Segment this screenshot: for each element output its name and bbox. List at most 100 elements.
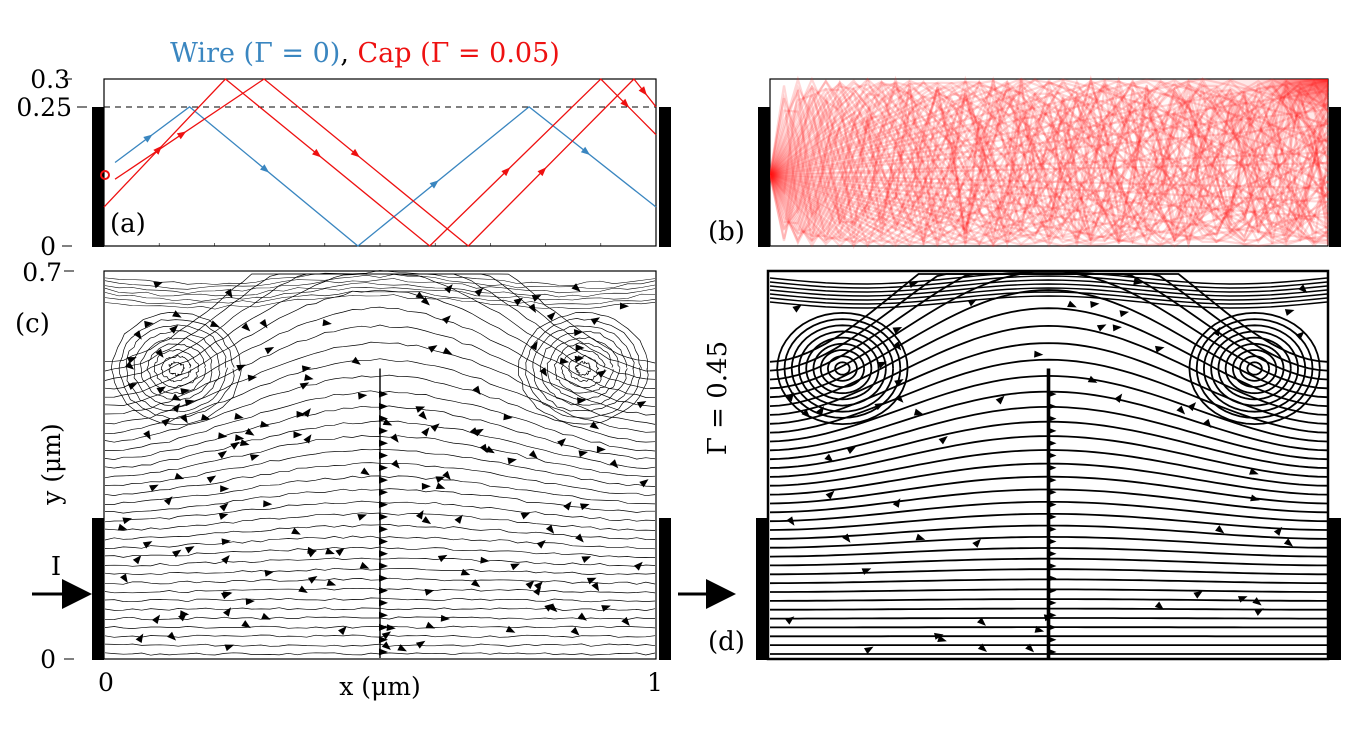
flow-arrow (913, 408, 924, 416)
flow-arrow (234, 412, 244, 420)
flow-arrow (563, 501, 572, 511)
flow-arrow (1047, 623, 1057, 631)
flow-arrow (230, 441, 240, 450)
flow-arrow (263, 500, 273, 508)
flow-arrow (1025, 643, 1035, 653)
top-streamline (104, 294, 656, 310)
flow-arrow (528, 303, 536, 313)
flow-arrow (171, 393, 182, 401)
right-electrode-c (659, 518, 671, 660)
flow-arrow (379, 390, 388, 398)
ray (769, 77, 1329, 244)
ray (769, 79, 1329, 247)
top-streamline (104, 270, 656, 286)
vortex-line (1246, 361, 1263, 376)
flow-arrow (415, 406, 426, 413)
ytick-c-0: 0 (40, 645, 56, 674)
flow-arrow (1273, 526, 1283, 536)
flow-arrow (442, 347, 453, 355)
ray (768, 75, 1330, 227)
flow-arrow (435, 482, 446, 490)
flow-arrow (200, 413, 211, 421)
flow-arrow (386, 624, 396, 632)
series-arrow-1 (501, 167, 511, 177)
flow-arrow (444, 284, 453, 294)
gamma-label: Γ = 0.45 (703, 341, 733, 455)
panel-b-label: (b) (708, 217, 745, 247)
flow-arrow (863, 646, 874, 655)
flow-arrow (480, 556, 490, 564)
streamline (769, 324, 1328, 416)
series-line-0 (114, 106, 657, 247)
flow-arrow (976, 617, 986, 626)
flow-arrow (621, 616, 630, 627)
flow-arrow (322, 319, 332, 327)
ray (769, 160, 1329, 247)
vortex-line (553, 342, 614, 394)
ray (769, 80, 1329, 245)
series-arrow-0 (429, 180, 439, 189)
flow-arrow (1047, 636, 1057, 644)
flow-arrow (291, 527, 301, 535)
flow-arrow (142, 541, 153, 549)
flow-arrow (596, 445, 606, 453)
flow-arrow (1047, 464, 1057, 472)
flow-arrow (221, 555, 230, 565)
flow-arrow (379, 538, 388, 545)
flow-arrow (149, 484, 159, 492)
flow-arrow (786, 392, 795, 402)
panel-d: Γ = 0.45 (d) (703, 269, 1341, 661)
flow-arrow (972, 538, 982, 548)
top-streamline (104, 278, 656, 294)
flow-arrow (472, 385, 481, 395)
panel-a-series (103, 78, 657, 247)
ray (769, 173, 1329, 247)
ray (769, 78, 1329, 247)
flow-arrow (1047, 550, 1057, 558)
panel-a-label: (a) (110, 209, 146, 239)
vortex-line (798, 330, 887, 407)
vortex-line (133, 330, 221, 407)
flow-arrow (1090, 301, 1100, 308)
flow-arrow (301, 365, 312, 373)
series-arrow-0 (580, 146, 591, 156)
streamline (769, 289, 1328, 399)
flow-arrow (117, 523, 128, 531)
flow-arrow (520, 512, 531, 520)
flow-arrow (586, 577, 597, 585)
flow-arrow (1047, 574, 1057, 582)
vortex-line (826, 355, 858, 382)
flow-arrow (379, 501, 388, 509)
flow-arrow (379, 623, 388, 631)
flow-arrow (577, 612, 587, 621)
flow-arrow (379, 476, 388, 484)
series-line-2 (114, 78, 657, 247)
flow-arrow (245, 598, 255, 606)
flow-arrow (163, 496, 173, 506)
xtick-0: 0 (98, 668, 114, 697)
vortex-line (518, 312, 649, 425)
flow-arrow (1047, 501, 1057, 509)
flow-arrow (1047, 390, 1057, 398)
flow-arrow (260, 420, 270, 428)
flow-arrow (454, 514, 463, 524)
flow-arrow (127, 383, 138, 391)
panel-c-streamlines (104, 270, 656, 658)
flow-arrow (937, 635, 947, 642)
flow-arrow (293, 431, 303, 439)
flow-arrow (874, 402, 885, 411)
flow-arrow (261, 612, 271, 620)
source-point (100, 170, 110, 180)
vortex-line (805, 336, 880, 401)
flow-arrow (597, 370, 607, 378)
flow-arrow (221, 538, 231, 546)
flow-arrow (302, 408, 311, 418)
flow-arrow (536, 540, 546, 549)
streamline (769, 307, 1328, 407)
ytick-0: 0 (40, 232, 56, 261)
top-streamline (769, 283, 1328, 297)
flow-arrow (633, 561, 643, 571)
flow-arrow (174, 472, 185, 480)
vortex-line (834, 361, 851, 376)
vortex-line (1195, 318, 1314, 419)
